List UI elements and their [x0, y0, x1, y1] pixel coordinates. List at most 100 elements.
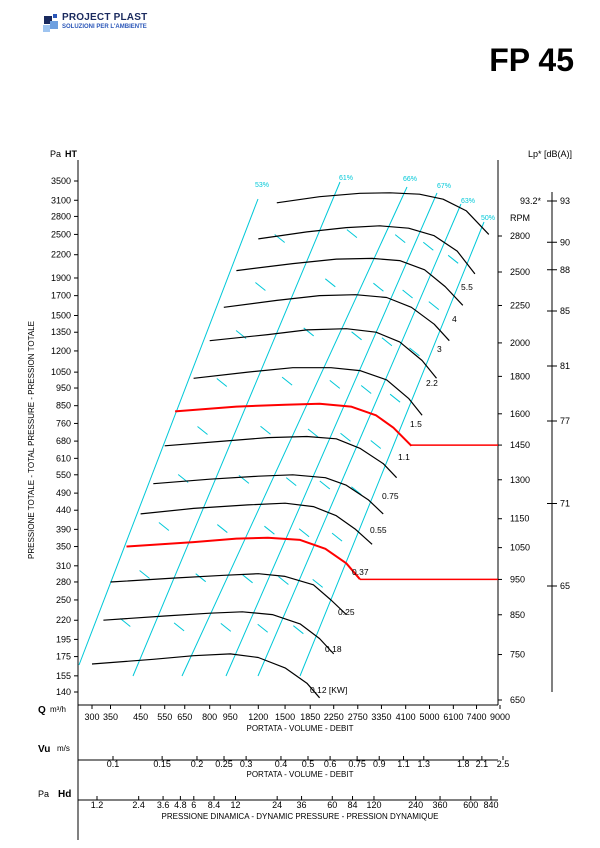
pressure-tick-label: 950	[56, 383, 71, 393]
rpm-tick-label: 1050	[510, 543, 530, 553]
hd-tick-label: 1.2	[91, 800, 104, 810]
efficiency-hatch	[278, 576, 289, 585]
q-tick-label: 3350	[371, 712, 391, 722]
pressure-tick-label: 175	[56, 652, 71, 662]
chart-labels: Pa HT 3500 3100 2800 2500 2200 1900 1700 1500 1350…	[27, 149, 572, 821]
hd-axis-unit: Pa	[38, 789, 49, 799]
efficiency-hatch	[307, 428, 319, 438]
pressure-tick-label: 3100	[51, 195, 71, 205]
rpm-tick-label: 2250	[510, 300, 530, 310]
q-axis-symbol: Q	[38, 705, 46, 716]
hd-tick-label: 36	[297, 800, 307, 810]
chart-frame	[74, 160, 557, 840]
power-label: 1.1	[398, 452, 410, 462]
efficiency-label: 63%	[461, 198, 475, 205]
q-tick-label: 300	[84, 712, 99, 722]
hd-tick-label: 3.6	[157, 800, 170, 810]
rpm-tick-label: 950	[510, 574, 525, 584]
pressure-tick-label: 3500	[51, 176, 71, 186]
pressure-tick-label: 1200	[51, 346, 71, 356]
hd-tick-label: 12	[230, 800, 240, 810]
pressure-tick-label: 220	[56, 615, 71, 625]
efficiency-hatch	[447, 254, 459, 264]
fan-curve	[258, 225, 476, 275]
efficiency-hatch	[242, 574, 253, 584]
rpm-tick-label: 650	[510, 695, 525, 705]
q-tick-label: 5000	[419, 712, 439, 722]
q-tick-label: 550	[157, 712, 172, 722]
hd-tick-label: 4.8	[174, 800, 187, 810]
power-label: 0.75	[382, 491, 399, 501]
efficiency-hatch	[303, 327, 315, 337]
hd-tick-label: 840	[483, 800, 498, 810]
pressure-axis-title: PRESSIONE TOTALE - TOTAL PRESSURE - PRES…	[27, 321, 36, 559]
hd-tick-label: 6	[191, 800, 196, 810]
hd-tick-label: 60	[327, 800, 337, 810]
q-tick-label: 950	[223, 712, 238, 722]
noise-axis-label: Lp* [dB(A)]	[528, 149, 572, 159]
vu-tick-label: 0.5	[302, 759, 315, 769]
fan-curve	[140, 502, 373, 545]
hd-tick-label: 600	[463, 800, 478, 810]
noise-tick-label: 85	[560, 306, 570, 316]
hd-axis-title: PRESSIONE DINAMICA - DYNAMIC PRESSURE - …	[162, 812, 439, 821]
vu-tick-label: 0.3	[240, 759, 253, 769]
efficiency-hatch	[285, 477, 297, 486]
efficiency-hatch	[139, 570, 150, 579]
hd-tick-label: 360	[433, 800, 448, 810]
brand-name: PROJECT PLAST	[62, 12, 148, 23]
efficiency-hatch	[329, 380, 341, 389]
fan-curves	[91, 192, 498, 699]
fan-curve	[103, 611, 335, 655]
noise-tick-label: 81	[560, 361, 570, 371]
efficiency-grid	[78, 181, 485, 677]
pressure-tick-label: 195	[56, 634, 71, 644]
pressure-tick-label: 550	[56, 470, 71, 480]
noise-tick-label: 65	[560, 581, 570, 591]
efficiency-line	[299, 221, 485, 677]
rpm-tick-label: 1450	[510, 440, 530, 450]
q-axis-unit: m³/h	[50, 705, 66, 714]
power-label: 4	[452, 314, 457, 324]
rpm-tick-label: 1600	[510, 409, 530, 419]
efficiency-line	[132, 181, 341, 677]
efficiency-label: 61%	[339, 175, 353, 182]
noise-tick-label: 90	[560, 237, 570, 247]
vu-tick-label: 0.9	[373, 759, 386, 769]
noise-tick-label: 93	[560, 196, 570, 206]
pressure-unit-label: Pa	[50, 149, 61, 159]
noise-tick-label: 88	[560, 265, 570, 275]
efficiency-hatch	[216, 524, 228, 533]
efficiency-hatch	[346, 229, 358, 239]
rpm-tick-label: 2800	[510, 231, 530, 241]
q-tick-label: 2750	[348, 712, 368, 722]
pressure-tick-label: 850	[56, 401, 71, 411]
rpm-tick-label: 1300	[510, 475, 530, 485]
fan-curve	[110, 573, 347, 616]
noise-tick-label: 71	[560, 499, 570, 509]
vu-tick-label: 1.3	[418, 759, 431, 769]
rpm-tick-label: 1800	[510, 371, 530, 381]
efficiency-hatch	[119, 618, 131, 627]
efficiency-hatch	[260, 425, 271, 435]
efficiency-hatch	[409, 347, 420, 357]
vu-tick-label: 0.75	[348, 759, 366, 769]
efficiency-hatch	[257, 623, 269, 633]
efficiency-line	[78, 198, 259, 666]
fan-curve	[91, 653, 321, 699]
fan-curve	[276, 192, 490, 235]
pressure-tick-label: 760	[56, 418, 71, 428]
vu-tick-label: 0.15	[153, 759, 171, 769]
noise-tick-label: 77	[560, 416, 570, 426]
efficiency-hatch	[319, 480, 331, 490]
efficiency-hatch	[422, 241, 434, 251]
efficiency-hatch	[351, 331, 362, 341]
vu-axis-title: PORTATA - VOLUME - DEBIT	[247, 770, 354, 779]
efficiency-label: 50%	[481, 215, 495, 222]
power-label: 0.25	[338, 607, 355, 617]
vu-axis-symbol: Vu	[38, 744, 50, 755]
hd-tick-label: 8.4	[208, 800, 221, 810]
fan-curve	[209, 328, 437, 379]
pressure-tick-label: 140	[56, 687, 71, 697]
q-tick-label: 650	[177, 712, 192, 722]
